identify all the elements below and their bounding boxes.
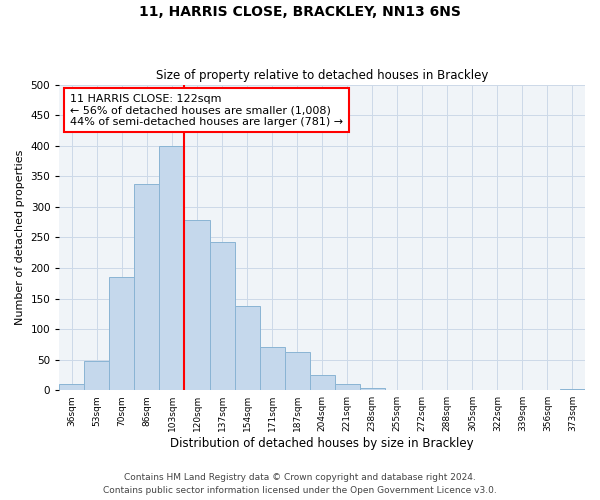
Bar [209, 242, 235, 390]
Bar [310, 375, 335, 390]
Bar [59, 384, 85, 390]
Text: Contains HM Land Registry data © Crown copyright and database right 2024.
Contai: Contains HM Land Registry data © Crown c… [103, 474, 497, 495]
Bar [160, 146, 184, 390]
Bar [184, 220, 209, 390]
Bar [134, 184, 160, 390]
Title: Size of property relative to detached houses in Brackley: Size of property relative to detached ho… [156, 69, 488, 82]
Text: 11 HARRIS CLOSE: 122sqm
← 56% of detached houses are smaller (1,008)
44% of semi: 11 HARRIS CLOSE: 122sqm ← 56% of detache… [70, 94, 343, 127]
Bar [260, 348, 284, 390]
Bar [109, 277, 134, 390]
Bar [560, 389, 585, 390]
Y-axis label: Number of detached properties: Number of detached properties [15, 150, 25, 325]
Bar [284, 352, 310, 390]
Text: 11, HARRIS CLOSE, BRACKLEY, NN13 6NS: 11, HARRIS CLOSE, BRACKLEY, NN13 6NS [139, 5, 461, 19]
X-axis label: Distribution of detached houses by size in Brackley: Distribution of detached houses by size … [170, 437, 474, 450]
Bar [235, 306, 260, 390]
Bar [335, 384, 360, 390]
Bar [360, 388, 385, 390]
Bar [85, 362, 109, 390]
